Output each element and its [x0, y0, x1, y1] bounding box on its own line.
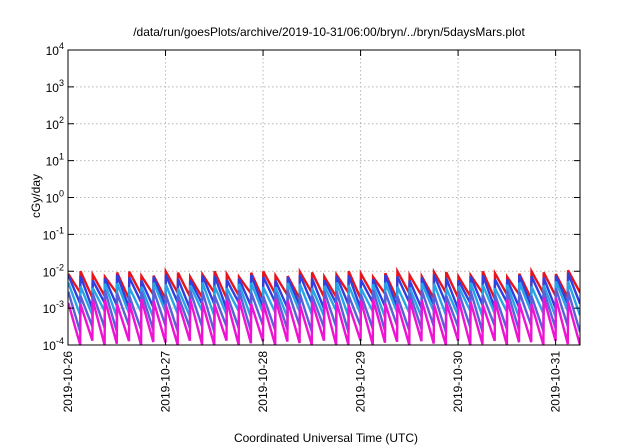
- chart-title: /data/run/goesPlots/archive/2019-10-31/0…: [133, 25, 525, 39]
- y-tick-exponent: 2: [59, 115, 64, 125]
- y-tick-exponent: -3: [56, 299, 64, 309]
- y-tick-label: 100: [46, 189, 64, 206]
- x-tick-label: 2019-10-31: [549, 351, 563, 413]
- y-tick-base: 10: [43, 339, 57, 353]
- y-tick-base: 10: [43, 265, 57, 279]
- y-tick-label: 101: [46, 152, 64, 169]
- series-line-5: [68, 297, 580, 345]
- x-ticks: 2019-10-26 2019-10-27 2019-10-28 2019-10-29…: [61, 50, 563, 412]
- y-tick-exponent: -4: [56, 336, 64, 346]
- y-tick-base: 10: [46, 155, 60, 169]
- y-tick-exponent: 0: [59, 189, 64, 199]
- y-tick-label: 102: [46, 115, 64, 132]
- y-tick-label: 104: [46, 41, 64, 58]
- x-tick-label: 2019-10-27: [159, 351, 173, 413]
- y-tick-base: 10: [43, 228, 57, 242]
- y-tick-label: 10-4: [43, 336, 64, 353]
- y-axis-label: cGy/day: [29, 174, 43, 218]
- x-tick-label: 2019-10-28: [256, 351, 270, 413]
- y-tick-label: 10-3: [43, 299, 64, 316]
- x-axis-label: Coordinated Universal Time (UTC): [234, 431, 418, 445]
- y-tick-exponent: -1: [56, 225, 64, 235]
- x-tick-label: 2019-10-29: [354, 351, 368, 413]
- y-tick-exponent: -2: [56, 262, 64, 272]
- y-tick-base: 10: [46, 192, 60, 206]
- y-tick-base: 10: [43, 302, 57, 316]
- y-tick-exponent: 4: [59, 41, 64, 51]
- y-tick-exponent: 3: [59, 78, 64, 88]
- y-tick-label: 103: [46, 78, 64, 95]
- series-group: [68, 266, 580, 345]
- y-tick-label: 10-2: [43, 262, 64, 279]
- x-tick-label: 2019-10-26: [61, 351, 75, 413]
- y-tick-label: 10-1: [43, 225, 64, 242]
- grid: [68, 50, 580, 345]
- y-tick-base: 10: [46, 44, 60, 58]
- y-tick-base: 10: [46, 118, 60, 132]
- y-tick-exponent: 1: [59, 152, 64, 162]
- y-tick-base: 10: [46, 81, 60, 95]
- x-tick-label: 2019-10-30: [451, 351, 465, 413]
